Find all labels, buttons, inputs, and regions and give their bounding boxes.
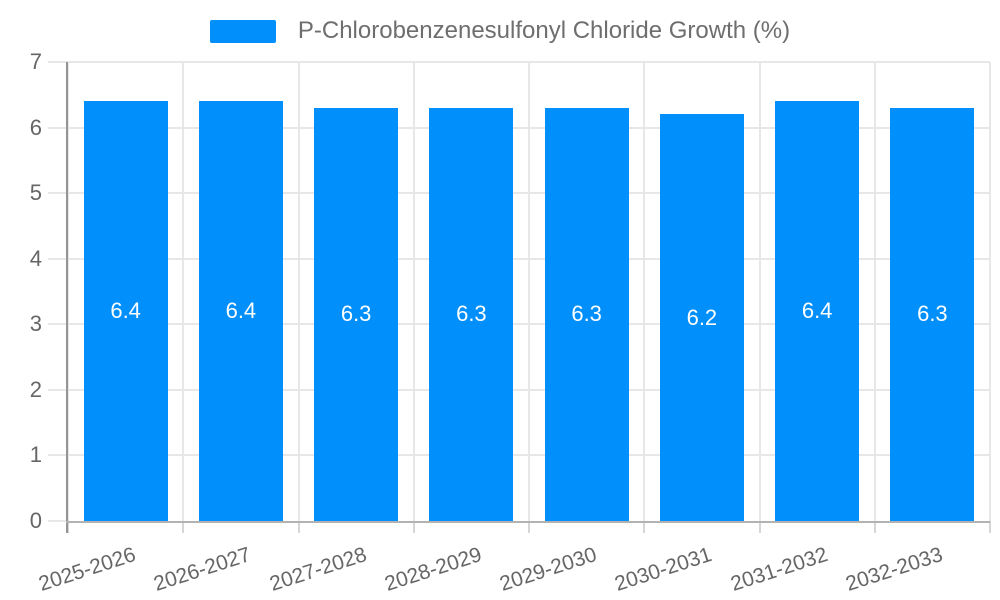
x-axis-tick (412, 521, 415, 533)
y-axis-label: 0 (29, 508, 42, 533)
y-axis-label: 1 (29, 442, 42, 468)
bar-value-label: 6.3 (340, 301, 372, 327)
x-axis-tick (528, 521, 530, 533)
x-axis-label: 2026-2027 (151, 543, 254, 596)
y-axis-label: 2 (29, 376, 42, 402)
y-axis-tick (48, 257, 68, 260)
gridline-vertical (297, 62, 300, 521)
x-axis-tick (643, 521, 646, 533)
bar-2029-2030[interactable]: 6.3 (544, 107, 629, 521)
bar-value-label: 6.4 (225, 298, 257, 324)
y-axis-label: 7 (29, 49, 42, 74)
x-axis-label: 2030-2031 (612, 543, 715, 596)
x-axis-label: 2025-2026 (36, 543, 139, 596)
y-axis-tick (48, 192, 68, 195)
y-axis-label: 6 (29, 114, 42, 140)
gridline-vertical (412, 62, 415, 521)
bar-value-label: 6.3 (456, 301, 487, 327)
x-axis-tick (989, 521, 991, 533)
x-axis-label: 2027-2028 (266, 543, 370, 596)
gridline-vertical (643, 62, 646, 521)
x-axis-label: 2028-2029 (381, 543, 485, 596)
gridline-vertical (758, 62, 761, 521)
bar-value-label: 6.2 (686, 304, 718, 330)
bar-2032-2033[interactable]: 6.3 (890, 107, 975, 521)
bar-2026-2027[interactable]: 6.4 (198, 101, 283, 521)
y-axis-tick (48, 126, 68, 129)
bar-value-label: 6.4 (801, 298, 833, 324)
x-axis-tick (873, 521, 876, 533)
x-axis-tick (182, 521, 185, 533)
bar-2028-2029[interactable]: 6.3 (429, 107, 514, 521)
gridline-vertical (528, 62, 530, 521)
legend-swatch-icon (209, 19, 276, 43)
x-axis-label: 2031-2032 (727, 543, 831, 596)
y-axis-tick (48, 61, 68, 63)
gridline-vertical (67, 62, 69, 521)
y-axis-tick (48, 454, 68, 457)
y-axis-line (66, 62, 68, 533)
gridline-vertical (873, 62, 876, 521)
gridline-vertical (989, 62, 991, 521)
x-axis-line (66, 521, 990, 523)
bar-value-label: 6.3 (917, 301, 948, 327)
legend-label: P-Chlorobenzenesulfonyl Chloride Growth … (297, 17, 791, 44)
legend: P-Chlorobenzenesulfonyl Chloride Growth … (0, 17, 1000, 45)
y-axis-label: 3 (29, 311, 42, 337)
y-axis-tick (48, 520, 68, 522)
bar-2031-2032[interactable]: 6.4 (775, 101, 860, 521)
x-axis-tick (297, 521, 300, 533)
gridline-vertical (182, 62, 185, 521)
bar-value-label: 6.3 (571, 301, 602, 327)
bar-2027-2028[interactable]: 6.3 (314, 107, 399, 521)
y-axis-label: 4 (29, 245, 42, 271)
y-axis-tick (48, 388, 68, 391)
x-axis-tick (758, 521, 761, 533)
bar-value-label: 6.4 (110, 298, 141, 324)
bar-2025-2026[interactable]: 6.4 (83, 101, 168, 521)
bar-2030-2031[interactable]: 6.2 (659, 114, 744, 521)
y-axis-tick (48, 323, 68, 326)
x-axis-label: 2032-2033 (842, 543, 946, 596)
y-axis-label: 5 (29, 180, 42, 206)
x-axis-label: 2029-2030 (497, 543, 600, 596)
x-axis-tick (67, 521, 69, 533)
legend-item[interactable]: P-Chlorobenzenesulfonyl Chloride Growth … (209, 17, 791, 45)
